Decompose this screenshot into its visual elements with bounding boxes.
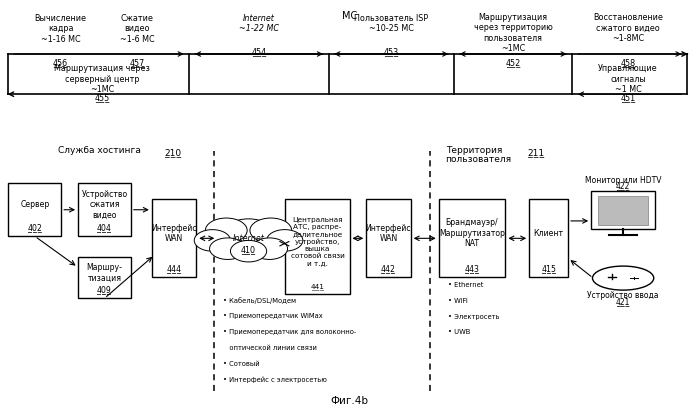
Text: Вычисление
кадра
~1-16 МС: Вычисление кадра ~1-16 МС	[34, 14, 87, 44]
Text: • Приемопередатчик для волоконно-: • Приемопередатчик для волоконно-	[223, 329, 356, 335]
Text: Брандмауэр/
Маршрутизатор
NAT: Брандмауэр/ Маршрутизатор NAT	[439, 219, 505, 248]
Circle shape	[222, 219, 275, 250]
Text: 4̲5̲2̲: 4̲5̲2̲	[505, 58, 521, 68]
Circle shape	[231, 240, 266, 262]
Text: Устройство
сжатия
видео: Устройство сжатия видео	[81, 190, 127, 220]
Circle shape	[206, 218, 247, 243]
Text: Управляющие
сигналы
~1 МС: Управляющие сигналы ~1 МС	[598, 64, 658, 94]
Text: 4̲5̲7̲: 4̲5̲7̲	[129, 58, 145, 68]
Text: 4̲0̲2̲: 4̲0̲2̲	[27, 223, 42, 232]
Text: • Приемопередатчик WiMax: • Приемопередатчик WiMax	[223, 313, 322, 319]
Text: оптической линии связи: оптической линии связи	[223, 345, 317, 351]
Text: MC: MC	[342, 10, 357, 20]
Text: 4̲4̲4̲: 4̲4̲4̲	[166, 264, 182, 273]
FancyBboxPatch shape	[529, 199, 568, 277]
Text: 4̲5̲3̲: 4̲5̲3̲	[384, 47, 399, 56]
FancyBboxPatch shape	[152, 199, 196, 277]
Text: Служба хостинга: Служба хостинга	[59, 146, 141, 156]
Text: Маршру-
тизация: Маршру- тизация	[87, 263, 122, 282]
Text: • Ethernet: • Ethernet	[448, 282, 484, 288]
FancyBboxPatch shape	[591, 191, 655, 229]
Text: Пользователь ISP
~10-25 МС: Пользователь ISP ~10-25 МС	[354, 14, 428, 33]
Text: 4̲5̲8̲: 4̲5̲8̲	[621, 58, 635, 68]
Ellipse shape	[593, 266, 654, 290]
Circle shape	[194, 230, 231, 251]
Text: 4̲5̲5̲: 4̲5̲5̲	[95, 93, 110, 102]
Text: 4̲4̲1̲: 4̲4̲1̲	[310, 284, 324, 290]
Text: Интерфейс
WAN: Интерфейс WAN	[366, 224, 411, 243]
FancyBboxPatch shape	[598, 196, 648, 225]
Text: Маршрутизация
через территорию
пользователя
~1МС: Маршрутизация через территорию пользоват…	[474, 13, 552, 53]
Text: 2̲1̲0̲: 2̲1̲0̲	[164, 148, 182, 158]
Text: 4̲1̲5̲: 4̲1̲5̲	[541, 264, 556, 273]
Text: Устройство ввода: Устройство ввода	[587, 291, 659, 299]
Text: 4̲0̲4̲: 4̲0̲4̲	[97, 223, 112, 232]
Text: Восстановление
сжатого видео
~1-8МС: Восстановление сжатого видео ~1-8МС	[593, 13, 663, 43]
FancyBboxPatch shape	[8, 183, 62, 236]
Text: 4̲0̲9̲: 4̲0̲9̲	[97, 285, 112, 294]
Text: Интерфейс
WAN: Интерфейс WAN	[151, 224, 197, 243]
Text: • Кабель/DSL/Модем: • Кабель/DSL/Модем	[223, 298, 296, 304]
FancyBboxPatch shape	[78, 183, 131, 236]
Circle shape	[210, 238, 246, 259]
Text: Internet: Internet	[233, 234, 264, 243]
Text: Территория: Территория	[445, 146, 502, 156]
Circle shape	[250, 218, 291, 243]
Text: • UWB: • UWB	[448, 329, 470, 335]
Text: 4̲4̲2̲: 4̲4̲2̲	[381, 264, 396, 273]
Text: 4̲5̲1̲: 4̲5̲1̲	[621, 93, 635, 102]
FancyBboxPatch shape	[78, 257, 131, 299]
Text: 4̲5̲4̲: 4̲5̲4̲	[252, 47, 266, 56]
Text: Монитор или HDTV: Монитор или HDTV	[585, 176, 661, 185]
Text: 4̲2̲2̲: 4̲2̲2̲	[616, 181, 630, 190]
Text: 2̲1̲1̲: 2̲1̲1̲	[527, 148, 544, 158]
Text: Клиент: Клиент	[533, 229, 563, 238]
FancyBboxPatch shape	[366, 199, 411, 277]
Text: • WiFi: • WiFi	[448, 298, 468, 304]
Text: • Электросеть: • Электросеть	[448, 314, 500, 320]
Text: 4̲2̲1̲: 4̲2̲1̲	[616, 298, 630, 306]
Text: Internet
~1-22 МС: Internet ~1-22 МС	[239, 14, 279, 33]
Text: • Сотовый: • Сотовый	[223, 361, 259, 367]
Text: 4̲1̲0̲: 4̲1̲0̲	[241, 246, 256, 254]
Text: Маршрутизация через
серверный центр
~1МС: Маршрутизация через серверный центр ~1МС	[55, 64, 150, 94]
Circle shape	[266, 230, 303, 251]
Text: 4̲5̲6̲: 4̲5̲6̲	[53, 58, 68, 68]
Text: Фиг.4b: Фиг.4b	[331, 397, 368, 407]
FancyBboxPatch shape	[438, 199, 505, 277]
Text: 4̲4̲3̲: 4̲4̲3̲	[465, 264, 480, 273]
Text: пользователя: пользователя	[445, 155, 512, 163]
Text: • Интерфейс с электросетью: • Интерфейс с электросетью	[223, 376, 326, 383]
Circle shape	[252, 238, 287, 259]
FancyBboxPatch shape	[285, 199, 350, 294]
Text: Центральная
АТС, распре-
делительное
устройство,
вышка
сотовой связи
и т.д.: Центральная АТС, распре- делительное уст…	[291, 217, 345, 266]
Text: Сервер: Сервер	[20, 200, 50, 209]
Text: Сжатие
видео
~1-6 МС: Сжатие видео ~1-6 МС	[120, 14, 154, 44]
